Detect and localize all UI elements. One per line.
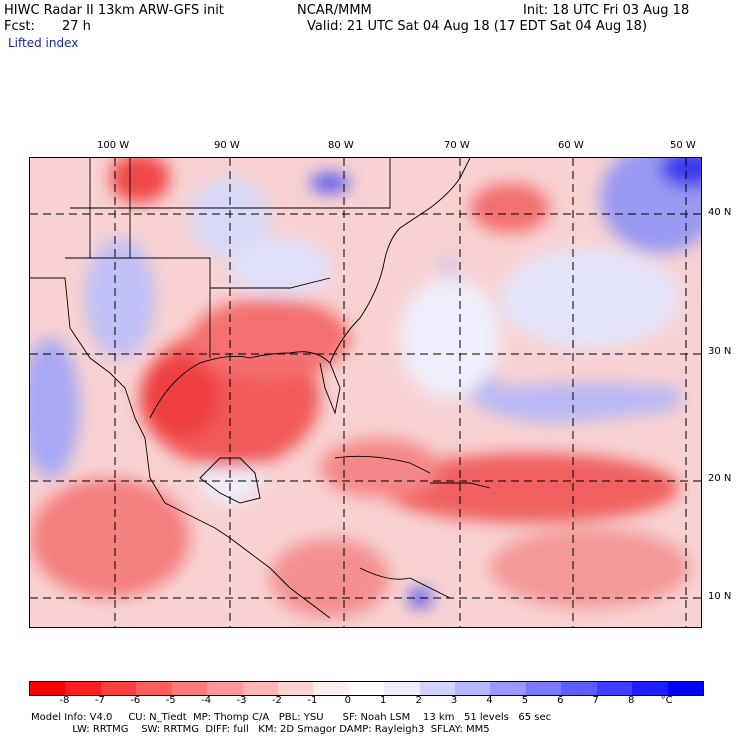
colorbar-label: -6 [130,695,141,706]
lon-label-50w: 50 W [670,140,696,151]
colorbar-swatch [207,682,243,695]
lifted-index-map [29,157,702,628]
colorbar-swatch [419,682,456,695]
colorbar-label: 6 [557,695,564,706]
colorbar-swatch [525,682,562,695]
lifted-index-field [30,158,701,618]
lat-label-30n: 30 N [708,346,732,357]
colorbar-label: 4 [486,695,493,706]
model-info-line2: LW: RRTMG SW: RRTMG DIFF: full KM: 2D Sm… [31,724,490,735]
map-canvas [30,158,701,627]
colorbar-label: -3 [236,695,247,706]
lat-lon-grid [30,158,701,627]
colorbar-label: -1 [307,695,318,706]
organization: NCAR/MMM [297,3,372,18]
colorbar-swatch [632,682,668,695]
colorbar-swatch [561,682,597,695]
colorbar-swatch [313,682,349,695]
colorbar-label: -7 [94,695,105,706]
colorbar-swatch [667,682,704,695]
colorbar-label: 2 [415,695,422,706]
colorbar-label: -8 [59,695,70,706]
forecast-label: Fcst: [4,19,35,34]
colorbar-swatch [242,682,278,695]
colorbar-swatch [490,682,526,695]
colorbar-label: -5 [165,695,176,706]
model-info-line1: Model Info: V4.0 CU: N_Tiedt MP: Thomp C… [31,712,552,723]
valid-time: Valid: 21 UTC Sat 04 Aug 18 (17 EDT Sat … [307,19,648,34]
colorbar-labels: -8 -7 -6 -5 -4 -3 -2 -1 0 1 2 3 4 5 6 7 8 °C [29,695,702,707]
colorbar-label: 1 [380,695,387,706]
colorbar-swatch [65,682,101,695]
colorbar-label: -2 [271,695,282,706]
lon-label-70w: 70 W [444,140,470,151]
colorbar-swatch [455,682,491,695]
colorbar-swatch [136,682,172,695]
colorbar-swatch [348,682,385,695]
colorbar [29,681,704,696]
colorbar-swatch [30,682,66,695]
lon-label-80w: 80 W [328,140,354,151]
coastlines [30,158,491,619]
forecast-hour: 27 h [62,19,91,34]
colorbar-swatch [277,682,314,695]
model-title: HIWC Radar II 13km ARW-GFS init [4,3,224,18]
lat-label-20n: 20 N [708,473,732,484]
colorbar-swatch [384,682,420,695]
lat-label-10n: 10 N [708,591,732,602]
colorbar-swatch [171,682,208,695]
lat-label-40n: 40 N [708,207,732,218]
lon-label-60w: 60 W [558,140,584,151]
colorbar-label: 5 [521,695,529,706]
colorbar-label: 3 [450,695,458,706]
init-time: Init: 18 UTC Fri 03 Aug 18 [523,3,690,18]
colorbar-label: 0 [344,695,351,706]
colorbar-label: 7 [592,695,599,706]
colorbar-label: °C [660,695,673,706]
colorbar-label: -4 [201,695,212,706]
colorbar-label: 8 [627,695,635,706]
colorbar-swatch [596,682,633,695]
lon-label-90w: 90 W [214,140,240,151]
field-name: Lifted index [8,36,79,50]
lon-label-100w: 100 W [97,140,130,151]
colorbar-swatch [100,682,137,695]
